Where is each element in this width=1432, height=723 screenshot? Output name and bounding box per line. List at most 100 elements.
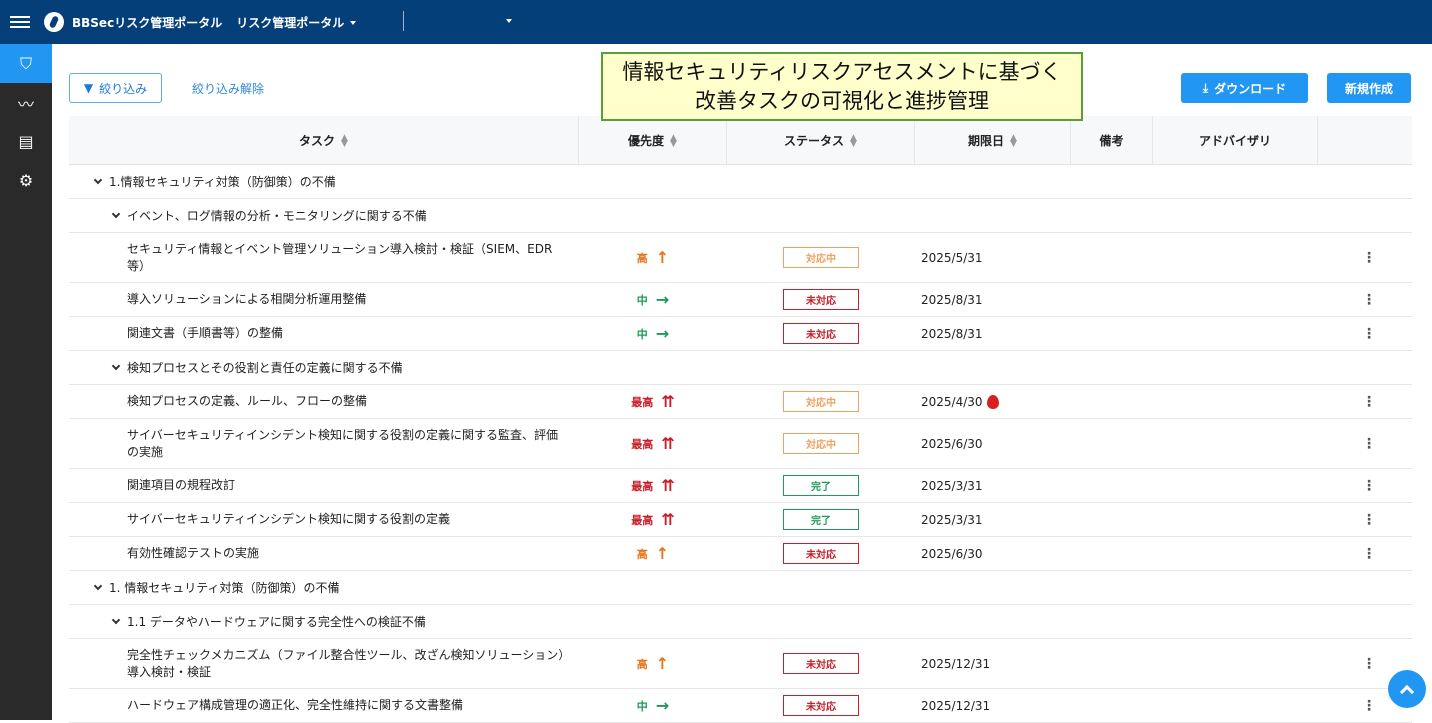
table-row[interactable]: 完全性チェックメカニズム（ファイル整合性ツール、改ざん検知ソリューション）導入検… <box>69 639 1412 689</box>
priority-label: 高 <box>636 547 648 561</box>
clear-filter-link[interactable]: 絞り込み解除 <box>192 82 265 96</box>
app-title: BBSecリスク管理ポータル <box>72 15 223 30</box>
due-date: 2025/12/31 <box>921 698 991 713</box>
task-name[interactable]: サイバーセキュリティインシデント検知に関する役割の定義 <box>127 512 451 526</box>
chevron-down-icon[interactable] <box>111 209 121 218</box>
more-vert-icon[interactable]: ⋮ <box>1362 511 1376 528</box>
list-icon: ▤ <box>18 132 34 151</box>
status-badge[interactable]: 未対応 <box>783 543 859 564</box>
sort-icon: ▲ ▼ <box>1010 132 1017 149</box>
due-date: 2025/3/31 <box>921 478 983 493</box>
table-row[interactable]: 関連項目の規程改訂 最高 ⇈ 完了 2025/3/31 ⋮ <box>69 469 1412 503</box>
table-row[interactable]: サイバーセキュリティインシデント検知に関する役割の定義 最高 ⇈ 完了 2025/… <box>69 503 1412 537</box>
status-badge[interactable]: 対応中 <box>783 391 859 412</box>
column-header-1[interactable]: 優先度 ▲ ▼ <box>579 116 727 165</box>
status-badge[interactable]: 未対応 <box>783 653 859 674</box>
due-date-cell: 2025/6/30 <box>921 537 983 570</box>
annotation-callout: 情報セキュリティリスクアセスメントに基づく 改善タスクの可視化と進捗管理 <box>601 52 1083 121</box>
filter-label: 絞り込み <box>99 81 148 96</box>
more-vert-icon[interactable]: ⋮ <box>1362 325 1376 342</box>
callout-line-2: 改善タスクの可視化と進捗管理 <box>695 89 989 113</box>
group-row[interactable]: 1. 情報セキュリティ対策（防御策）の不備 <box>69 571 1412 605</box>
scroll-to-top-button[interactable] <box>1388 670 1426 708</box>
task-name[interactable]: 関連項目の規程改訂 <box>127 478 236 492</box>
task-name[interactable]: ハードウェア構成管理の適正化、完全性維持に関する文書整備 <box>127 698 464 712</box>
more-vert-icon[interactable]: ⋮ <box>1362 393 1376 410</box>
chevron-down-icon[interactable] <box>93 175 103 184</box>
column-header-0[interactable]: タスク ▲ ▼ <box>69 116 579 165</box>
more-vert-icon[interactable]: ⋮ <box>1362 435 1376 452</box>
due-date: 2025/4/30 <box>921 394 983 409</box>
sidebar-item-settings[interactable]: ⚙ <box>0 161 52 200</box>
table-row[interactable]: セキュリティ情報とイベント管理ソリューション導入検討・検証（SIEM、EDR等）… <box>69 233 1412 283</box>
priority-medium-arrow-icon: → <box>655 290 670 309</box>
due-date-cell: 2025/5/31 <box>921 233 983 282</box>
download-button[interactable]: ⤓ ダウンロード <box>1181 73 1308 103</box>
status-cell: 未対応 <box>727 639 915 688</box>
priority-high-arrow-icon: ↑ <box>655 248 670 267</box>
task-name[interactable]: 導入ソリューションによる相関分析運用整備 <box>127 292 367 306</box>
task-name[interactable]: 関連文書（手順書等）の整備 <box>127 326 284 340</box>
group-label: 1. 情報セキュリティ対策（防御策）の不備 <box>109 581 340 595</box>
task-name[interactable]: サイバーセキュリティインシデント検知に関する役割の定義に関する監査、評価の実施 <box>127 427 559 459</box>
status-badge[interactable]: 対応中 <box>783 247 859 268</box>
task-name[interactable]: 検知プロセスの定義、ルール、フローの整備 <box>127 394 368 408</box>
status-badge[interactable]: 完了 <box>783 509 859 530</box>
column-header-2[interactable]: ステータス ▲ ▼ <box>727 116 915 165</box>
chevron-down-icon[interactable] <box>111 361 121 370</box>
group-row[interactable]: 1.情報セキュリティ対策（防御策）の不備 <box>69 165 1412 199</box>
sort-icon: ▲ ▼ <box>850 132 857 149</box>
priority-cell: 最高 ⇈ <box>579 469 727 502</box>
priority-label: 最高 <box>631 513 654 527</box>
subgroup-row[interactable]: イベント、ログ情報の分析・モニタリングに関する不備 <box>69 199 1412 233</box>
column-header-3[interactable]: 期限日 ▲ ▼ <box>915 116 1071 165</box>
due-date: 2025/8/31 <box>921 326 983 341</box>
second-select-caret-icon[interactable] <box>506 19 512 23</box>
table-row[interactable]: 検知プロセスの定義、ルール、フローの整備 最高 ⇈ 対応中 2025/4/30 ⋮ <box>69 385 1412 419</box>
more-vert-icon[interactable]: ⋮ <box>1362 477 1376 494</box>
subgroup-row[interactable]: 検知プロセスとその役割と責任の定義に関する不備 <box>69 351 1412 385</box>
table-row[interactable]: ハードウェア構成管理の適正化、完全性維持に関する文書整備 中 → 未対応 2025… <box>69 689 1412 723</box>
sidebar-item-risk[interactable]: ⛉ <box>0 44 52 83</box>
due-date: 2025/6/30 <box>921 546 983 561</box>
filter-button[interactable]: ▼ 絞り込み <box>69 73 162 103</box>
more-vert-icon[interactable]: ⋮ <box>1362 655 1376 672</box>
status-badge[interactable]: 未対応 <box>783 695 859 716</box>
task-name[interactable]: セキュリティ情報とイベント管理ソリューション導入検討・検証（SIEM、EDR等） <box>127 241 553 273</box>
status-badge[interactable]: 完了 <box>783 475 859 496</box>
more-vert-icon[interactable]: ⋮ <box>1362 545 1376 562</box>
sidebar-item-analytics[interactable]: 〰 <box>0 83 52 122</box>
status-cell: 完了 <box>727 469 915 502</box>
status-badge[interactable]: 未対応 <box>783 289 859 310</box>
sidebar-item-list[interactable]: ▤ <box>0 122 52 161</box>
column-header-4: 備考 <box>1071 116 1153 165</box>
priority-cell: 高 ↑ <box>579 233 727 282</box>
due-date-cell: 2025/8/31 <box>921 317 983 350</box>
portal-select[interactable]: リスク管理ポータル <box>236 14 357 31</box>
table-row[interactable]: 関連文書（手順書等）の整備 中 → 未対応 2025/8/31 ⋮ <box>69 317 1412 351</box>
menu-icon[interactable] <box>10 16 30 28</box>
table-row[interactable]: サイバーセキュリティインシデント検知に関する役割の定義に関する監査、評価の実施 … <box>69 419 1412 469</box>
portal-select-label: リスク管理ポータル <box>236 15 345 30</box>
status-badge[interactable]: 対応中 <box>783 433 859 454</box>
status-badge[interactable]: 未対応 <box>783 323 859 344</box>
new-button[interactable]: 新規作成 <box>1327 73 1411 103</box>
chevron-down-icon[interactable] <box>93 581 103 590</box>
subgroup-row[interactable]: 1.1 データやハードウェアに関する完全性への検証不備 <box>69 605 1412 639</box>
group-label-cell: 検知プロセスとその役割と責任の定義に関する不備 <box>87 351 403 384</box>
priority-label: 中 <box>636 293 648 307</box>
chevron-down-icon[interactable] <box>111 615 121 624</box>
priority-medium-arrow-icon: → <box>655 696 670 715</box>
task-name[interactable]: 有効性確認テストの実施 <box>127 546 260 560</box>
more-vert-icon[interactable]: ⋮ <box>1362 249 1376 266</box>
status-cell: 完了 <box>727 503 915 536</box>
more-vert-icon[interactable]: ⋮ <box>1362 291 1376 308</box>
table-row[interactable]: 導入ソリューションによる相関分析運用整備 中 → 未対応 2025/8/31 ⋮ <box>69 283 1412 317</box>
more-vert-icon[interactable]: ⋮ <box>1362 697 1376 714</box>
due-date-cell: 2025/3/31 <box>921 469 983 502</box>
task-name[interactable]: 完全性チェックメカニズム（ファイル整合性ツール、改ざん検知ソリューション）導入検… <box>127 647 565 679</box>
priority-label: 高 <box>636 657 648 671</box>
table-row[interactable]: 有効性確認テストの実施 高 ↑ 未対応 2025/6/30 ⋮ <box>69 537 1412 571</box>
status-cell: 未対応 <box>727 283 915 316</box>
column-header-label: ステータス <box>784 134 845 148</box>
